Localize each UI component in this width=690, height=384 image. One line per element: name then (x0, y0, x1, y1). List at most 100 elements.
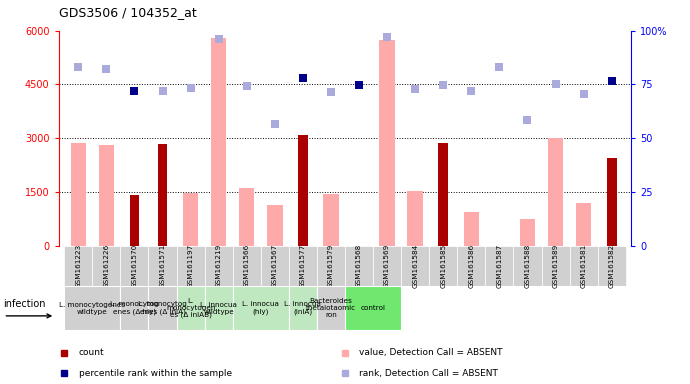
Bar (513, 246, 542, 286)
Text: GSM161577: GSM161577 (300, 244, 306, 288)
Text: GSM161197: GSM161197 (188, 244, 194, 288)
Text: GSM161581: GSM161581 (580, 244, 586, 288)
Bar (183, 194, 198, 246)
Point (607, 78, 618, 84)
Text: rank, Detection Call = ABSENT: rank, Detection Call = ABSENT (359, 369, 498, 378)
Point (522, 117, 533, 123)
Bar (569, 246, 598, 286)
Bar (130, 195, 139, 246)
Text: GSM161588: GSM161588 (524, 244, 531, 288)
Bar (205, 286, 233, 330)
Text: percentile rank within the sample: percentile rank within the sample (79, 369, 232, 378)
Bar (148, 286, 177, 330)
Bar (401, 246, 429, 286)
Bar (289, 246, 317, 286)
Bar (520, 218, 535, 246)
Text: GSM161567: GSM161567 (272, 244, 278, 288)
Text: L.
monocytogen
es (Δ inlAB): L. monocytogen es (Δ inlAB) (166, 298, 215, 318)
Bar (239, 188, 255, 246)
Bar (64, 246, 92, 286)
Point (550, 81, 561, 87)
Text: L. innocua
(inlA): L. innocua (inlA) (284, 301, 322, 315)
Text: control: control (361, 305, 386, 311)
Bar (121, 286, 148, 330)
Point (353, 82, 364, 88)
Point (326, 89, 337, 95)
Bar (576, 204, 591, 246)
Bar (121, 246, 148, 286)
Text: GSM161586: GSM161586 (469, 244, 474, 288)
Point (72, 63, 83, 70)
Text: L. monocytogenes
wildtype: L. monocytogenes wildtype (59, 302, 126, 314)
Bar (373, 246, 401, 286)
Text: GSM161582: GSM161582 (609, 244, 615, 288)
Text: GSM161585: GSM161585 (440, 244, 446, 288)
Bar (205, 246, 233, 286)
Bar (345, 246, 373, 286)
Point (129, 88, 140, 94)
Bar (464, 212, 479, 246)
Bar (64, 286, 121, 330)
Text: GSM161223: GSM161223 (75, 244, 81, 288)
Point (494, 64, 505, 70)
Bar (289, 286, 317, 330)
Text: GSM161568: GSM161568 (356, 244, 362, 288)
Bar (598, 246, 626, 286)
Bar (177, 246, 205, 286)
Bar (233, 286, 289, 330)
Text: GSM161579: GSM161579 (328, 244, 334, 288)
Bar (267, 205, 282, 246)
Bar (457, 246, 485, 286)
Bar (157, 144, 168, 246)
Point (437, 82, 448, 88)
Bar (380, 40, 395, 246)
Text: GDS3506 / 104352_at: GDS3506 / 104352_at (59, 6, 197, 19)
Point (466, 88, 477, 94)
Text: GSM161226: GSM161226 (104, 244, 110, 288)
Text: GSM161219: GSM161219 (216, 244, 221, 288)
Point (185, 85, 196, 91)
Text: count: count (79, 348, 104, 357)
Bar (261, 246, 289, 286)
Bar (148, 246, 177, 286)
Text: GSM161587: GSM161587 (496, 244, 502, 288)
Bar (485, 246, 513, 286)
Bar (429, 246, 457, 286)
Point (157, 88, 168, 94)
Bar (323, 194, 339, 246)
Bar (542, 246, 569, 286)
Bar (99, 145, 114, 246)
Text: GSM161584: GSM161584 (412, 244, 418, 288)
Point (101, 66, 112, 72)
Point (410, 86, 421, 93)
Text: GSM161589: GSM161589 (553, 244, 558, 288)
Bar (317, 286, 345, 330)
Text: L. monocytog
enes (Δ inlA): L. monocytog enes (Δ inlA) (138, 301, 187, 315)
Point (297, 75, 308, 81)
Point (241, 83, 253, 89)
Text: GSM161566: GSM161566 (244, 244, 250, 288)
Bar (345, 286, 401, 330)
Bar (607, 157, 617, 246)
Bar (298, 136, 308, 246)
Text: GSM161571: GSM161571 (159, 244, 166, 288)
Point (382, 34, 393, 40)
Bar (317, 246, 345, 286)
Bar (92, 246, 121, 286)
Bar (438, 143, 449, 246)
Bar (233, 246, 261, 286)
Text: L. innocua
(hly): L. innocua (hly) (242, 301, 279, 315)
Text: GSM161569: GSM161569 (384, 244, 390, 288)
Bar (408, 191, 423, 246)
Text: value, Detection Call = ABSENT: value, Detection Call = ABSENT (359, 348, 503, 357)
Point (213, 36, 224, 42)
Point (578, 91, 589, 97)
Text: infection: infection (3, 299, 46, 309)
Bar (177, 286, 205, 330)
Bar (548, 138, 563, 246)
Text: L. innocua
wildtype: L. innocua wildtype (200, 302, 237, 314)
Text: GSM161570: GSM161570 (132, 244, 137, 288)
Bar (211, 38, 226, 246)
Point (269, 121, 280, 127)
Text: Bacteroides
thetaiotaomic
ron: Bacteroides thetaiotaomic ron (306, 298, 356, 318)
